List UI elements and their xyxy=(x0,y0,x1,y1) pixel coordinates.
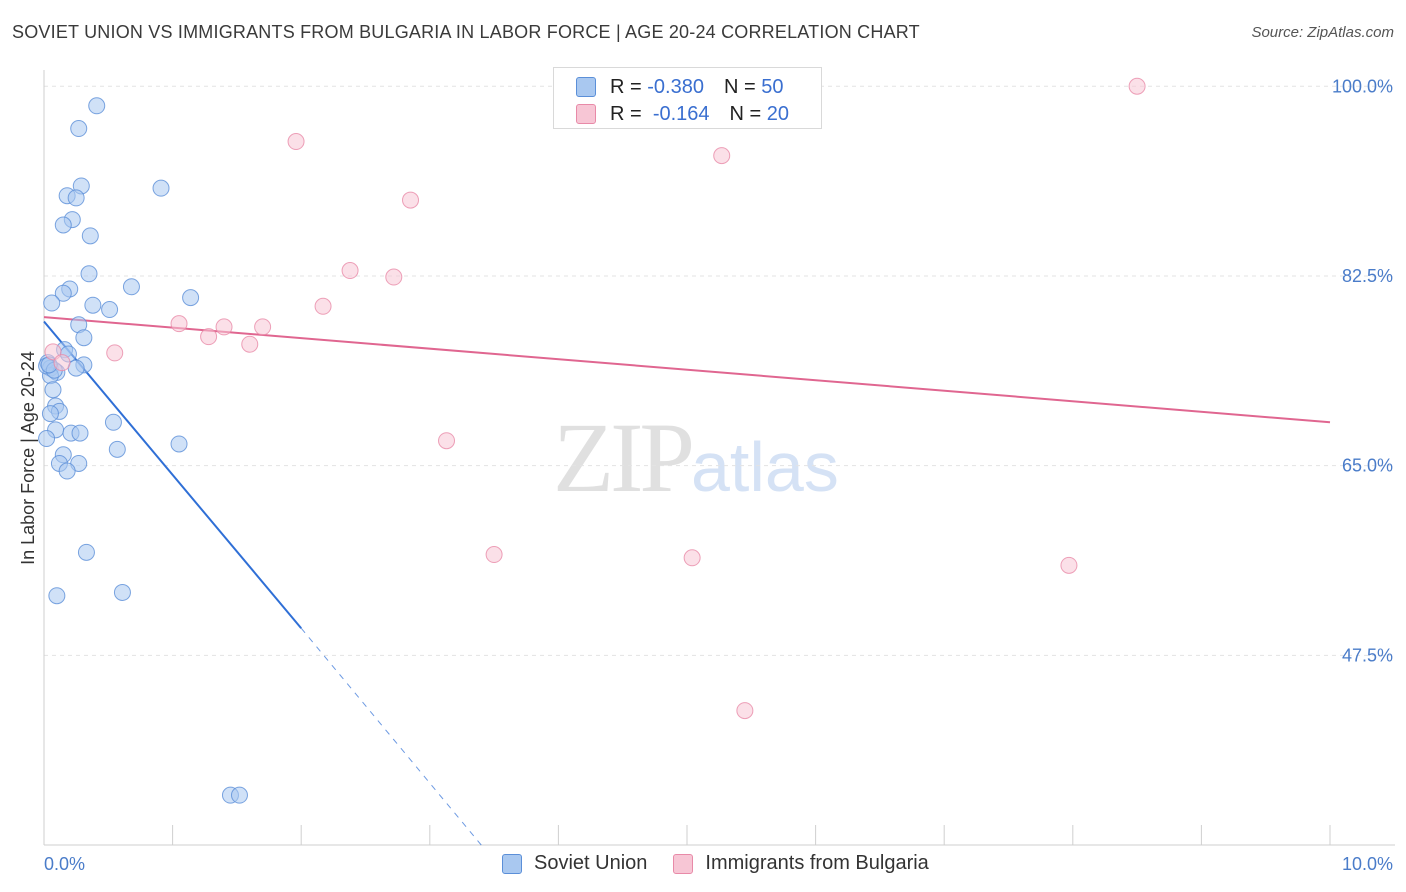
legend-row-soviet: R = -0.380 N = 50 xyxy=(576,75,783,99)
chart-title: SOVIET UNION VS IMMIGRANTS FROM BULGARIA… xyxy=(12,22,920,42)
legend-row-bulgaria: R = -0.164 N = 20 xyxy=(576,102,789,126)
soviet-union-point xyxy=(58,462,76,480)
y-axis-label: In Labor Force | Age 20-24 xyxy=(18,351,38,565)
soviet-union-point xyxy=(71,424,89,442)
tick-labels: 100.0% 82.5% 65.0% 47.5% 0.0% 10.0% xyxy=(44,76,1393,874)
soviet-union-point xyxy=(152,179,170,197)
soviet-union-point xyxy=(54,284,72,302)
soviet-swatch xyxy=(576,77,596,97)
bulgaria-point xyxy=(341,262,359,280)
y-tick-label: 100.0% xyxy=(1332,76,1393,96)
correlation-legend: R = -0.380 N = 50 R = -0.164 N = 20 xyxy=(553,67,822,129)
legend-label-soviet-union: Soviet Union xyxy=(534,852,648,874)
soviet-union-point xyxy=(77,543,95,561)
bulgaria-point xyxy=(736,702,754,720)
soviet-union-point xyxy=(122,278,140,296)
bulgaria-point xyxy=(53,354,71,372)
bulgaria-point xyxy=(438,432,456,450)
y-tick-label: 82.5% xyxy=(1342,266,1393,286)
bulgaria-point xyxy=(385,268,403,286)
bulgaria-point xyxy=(402,191,420,209)
soviet-union-point xyxy=(70,120,88,138)
r-value-soviet: -0.380 xyxy=(647,75,704,98)
soviet-union-point xyxy=(81,227,99,245)
soviet-union-trend-extension xyxy=(300,627,482,846)
y-tick-label: 47.5% xyxy=(1342,645,1393,665)
bulgaria-point xyxy=(170,315,188,333)
r-value-bulgaria: -0.164 xyxy=(652,102,710,125)
n-value-bulgaria: 20 xyxy=(766,102,790,125)
bulgaria-swatch xyxy=(576,104,596,124)
soviet-union-point xyxy=(88,97,106,115)
soviet-union-point xyxy=(44,381,62,399)
bulgaria-point xyxy=(1060,556,1078,574)
x-tick-label: 0.0% xyxy=(44,854,85,874)
bulgaria-point xyxy=(683,549,701,567)
soviet-union-point xyxy=(182,289,200,307)
bulgaria-point xyxy=(241,335,259,353)
soviet-union-point xyxy=(170,435,188,453)
soviet-union-point xyxy=(108,440,126,458)
soviet-union-point xyxy=(43,294,61,312)
bulgaria-point xyxy=(485,546,503,564)
legend-label-bulgaria: Immigrants from Bulgaria xyxy=(705,852,929,874)
bulgaria-swatch xyxy=(673,853,694,874)
n-label: N = xyxy=(729,102,762,125)
soviet-union-point xyxy=(75,329,93,347)
soviet-union-point xyxy=(41,405,59,423)
soviet-union-point xyxy=(67,359,85,377)
soviet-union-point xyxy=(113,583,131,601)
bulgaria-point xyxy=(106,344,124,362)
source-note: Source: ZipAtlas.com xyxy=(1251,24,1394,41)
soviet-union-point xyxy=(101,301,119,319)
x-tick-label: 10.0% xyxy=(1342,854,1393,874)
r-label: R = xyxy=(610,75,642,98)
series-legend: Soviet Union Immigrants from Bulgaria xyxy=(502,852,955,875)
r-label: R = xyxy=(610,102,642,125)
soviet-union-swatch xyxy=(502,853,522,874)
bulgaria-point xyxy=(1128,77,1146,95)
n-value-soviet: 50 xyxy=(761,75,784,98)
soviet-union-point xyxy=(38,430,56,448)
soviet-union-point xyxy=(84,296,102,314)
watermark: ZIPatlas xyxy=(553,400,839,515)
soviet-union-point xyxy=(80,265,98,283)
legend-item-soviet-union[interactable]: Soviet Union xyxy=(502,852,647,875)
watermark-atlas: atlas xyxy=(691,428,839,506)
data-points xyxy=(38,77,1146,804)
soviet-union-point xyxy=(48,587,66,605)
soviet-union-point xyxy=(104,413,122,431)
soviet-union-point xyxy=(54,216,72,234)
soviet-union-point xyxy=(67,189,85,207)
bulgaria-point xyxy=(200,328,218,346)
bulgaria-point xyxy=(254,318,272,336)
trend-lines xyxy=(43,316,1331,846)
bulgaria-point xyxy=(215,318,233,336)
bulgaria-trend-line xyxy=(43,316,1331,424)
grid-lines xyxy=(44,85,1395,656)
bulgaria-point xyxy=(314,297,332,315)
watermark-zip: ZIP xyxy=(553,402,695,513)
y-tick-label: 65.0% xyxy=(1342,456,1393,476)
bulgaria-point xyxy=(713,147,731,165)
bulgaria-point xyxy=(287,133,305,151)
legend-item-bulgaria[interactable]: Immigrants from Bulgaria xyxy=(673,852,929,875)
n-label: N = xyxy=(723,75,756,98)
axes xyxy=(43,70,1395,846)
soviet-union-point xyxy=(230,786,248,804)
